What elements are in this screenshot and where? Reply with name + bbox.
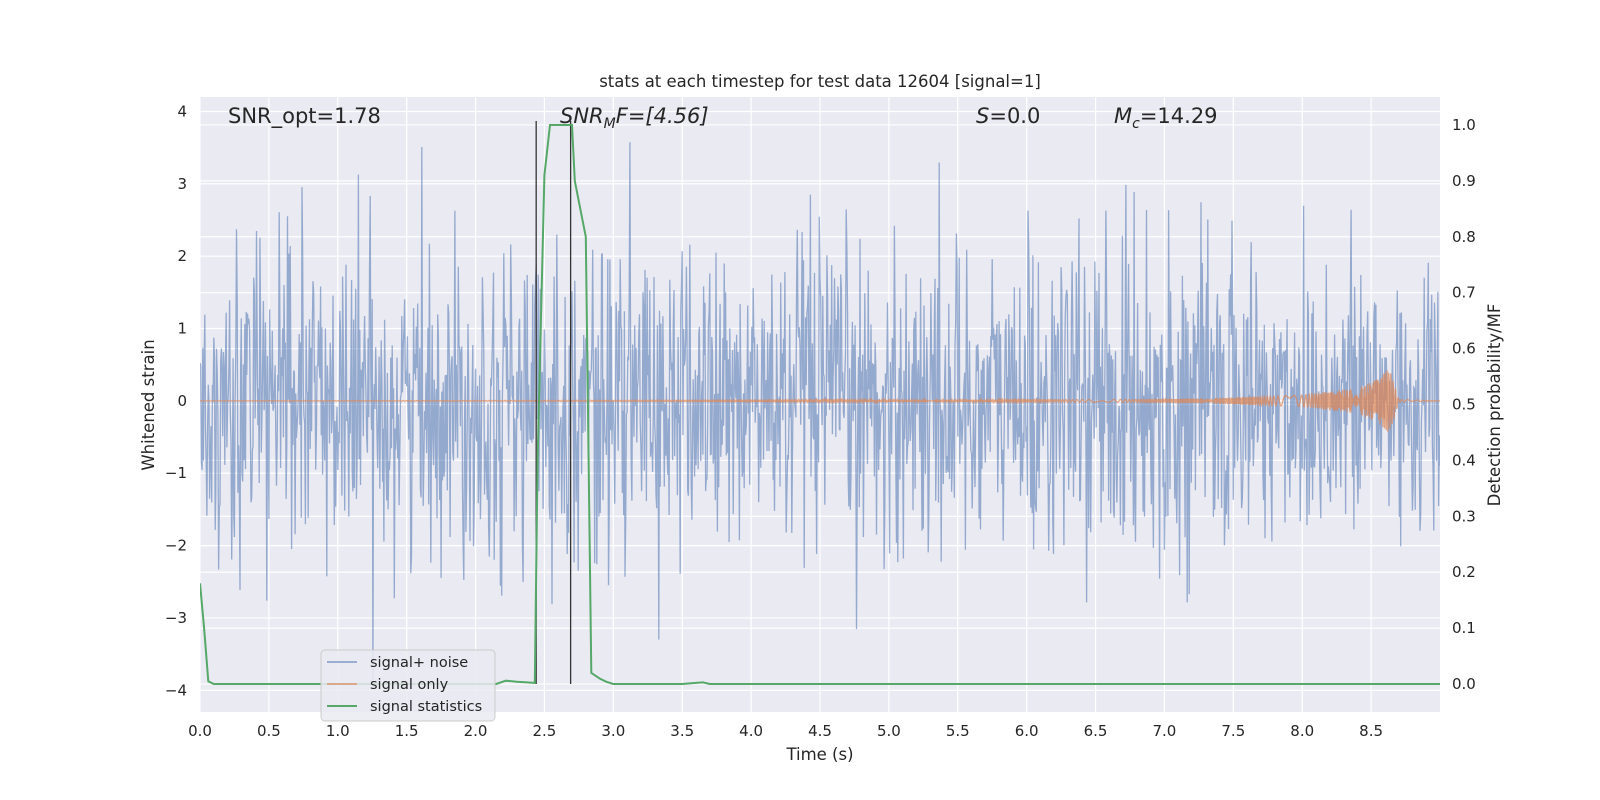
y-left-tick-label: −1: [165, 464, 187, 482]
y-left-tick-label: 1: [177, 320, 187, 338]
x-tick-label: 4.5: [808, 722, 832, 740]
y-right-tick-label: 0.9: [1452, 172, 1476, 190]
x-tick-label: 5.5: [946, 722, 970, 740]
chart-title: stats at each timestep for test data 126…: [599, 72, 1041, 91]
s-value: =0.0: [989, 104, 1040, 128]
x-tick-label: 8.0: [1290, 722, 1314, 740]
x-tick-label: 8.5: [1359, 722, 1383, 740]
y-left-tick-label: 0: [177, 392, 187, 410]
y-left-axis-label: Whitened strain: [139, 339, 158, 470]
signal-statistics-series: [200, 124, 1440, 685]
x-tick-label: 7.0: [1153, 722, 1177, 740]
signal-statistics-line: [200, 124, 1440, 685]
y-right-tick-label: 0.5: [1452, 396, 1476, 414]
x-axis-label: Time (s): [785, 745, 853, 764]
y-left-tick-label: 3: [177, 175, 187, 193]
x-tick-label: 0.5: [257, 722, 281, 740]
x-tick-label: 1.0: [326, 722, 350, 740]
y-right-tick-label: 0.3: [1452, 507, 1476, 525]
x-tick-label: 3.0: [601, 722, 625, 740]
legend-label-signal: signal only: [370, 677, 449, 693]
x-tick-label: 0.0: [188, 722, 212, 740]
y-left-tick-label: −2: [165, 537, 187, 555]
x-tick-label: 7.5: [1221, 722, 1245, 740]
legend-label-noise: signal+ noise: [370, 655, 468, 671]
y-left-tick-label: −3: [165, 609, 187, 627]
y-left-tick-label: 4: [177, 102, 187, 120]
grid: [199, 97, 1440, 712]
signal-plus-noise-line: [200, 142, 1440, 680]
signal-only-line: [200, 370, 1440, 432]
y-right-tick-label: 0.7: [1452, 284, 1476, 302]
y-right-tick-label: 0.2: [1452, 563, 1476, 581]
y-left-tick-label: −4: [165, 681, 187, 699]
legend-box: [320, 649, 496, 722]
y-right-tick-label: 0.6: [1452, 340, 1476, 358]
mc-base: M: [1114, 104, 1132, 128]
mc-sub: c: [1132, 116, 1140, 132]
y-left-tick-label: 2: [177, 247, 187, 265]
x-tick-label: 3.5: [670, 722, 694, 740]
s-symbol: S: [976, 104, 989, 128]
snr-mf-annotation: SNRMF=[4.56]: [560, 104, 709, 132]
y-right-axis-label: Detection probability/MF: [1485, 304, 1504, 507]
signal-plus-noise-series: [200, 142, 1440, 680]
legend: signal+ noise signal only signal statist…: [320, 649, 496, 722]
s-annotation: S=0.0: [976, 104, 1040, 128]
y-right-tick-label: 0.1: [1452, 619, 1476, 637]
y-right-tick-label: 0.4: [1452, 451, 1476, 469]
x-tick-label: 2.5: [533, 722, 557, 740]
y-right-tick-label: 0.0: [1452, 675, 1476, 693]
x-tick-labels: 0.0 0.5 1.0 1.5 2.0 2.5 3.0 3.5 4.0 4.5 5.0 5.5 6.0 6…: [188, 722, 1383, 740]
x-tick-label: 1.5: [395, 722, 419, 740]
x-tick-label: 6.5: [1084, 722, 1108, 740]
y-right-tick-labels: 1.0 0.9 0.8 0.7 0.6 0.5 0.4 0.3 0.2 0.1 0.0: [1452, 116, 1476, 693]
y-left-tick-labels: 4 3 2 1 0 −1 −2 −3 −4: [165, 102, 187, 699]
signal-only-series: [200, 370, 1440, 432]
x-tick-label: 6.0: [1015, 722, 1039, 740]
snr-mf-base: SNR: [560, 104, 604, 128]
mc-value: =14.29: [1140, 104, 1218, 128]
y-right-tick-label: 0.8: [1452, 228, 1476, 246]
mc-annotation: Mc=14.29: [1114, 104, 1218, 132]
x-tick-label: 2.0: [464, 722, 488, 740]
snr-mf-rest: F=[4.56]: [616, 104, 709, 128]
x-tick-label: 4.0: [739, 722, 763, 740]
snr-opt-annotation: SNR_opt=1.78: [228, 104, 381, 129]
x-tick-label: 5.0: [877, 722, 901, 740]
legend-label-stats: signal statistics: [370, 699, 482, 715]
y-right-tick-label: 1.0: [1452, 116, 1476, 134]
snr-mf-sub: M: [604, 116, 616, 132]
